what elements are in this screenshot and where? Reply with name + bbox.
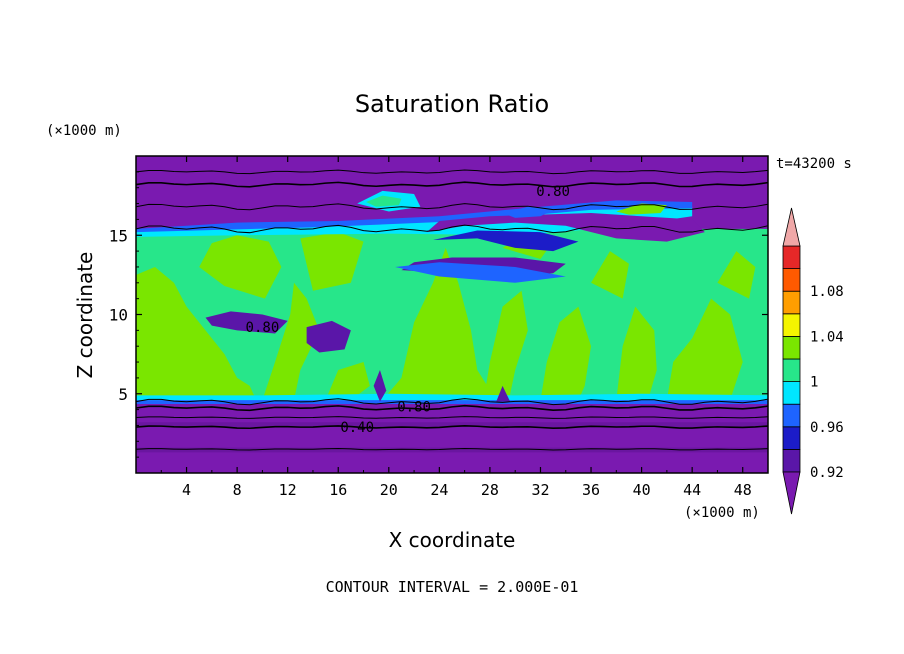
contour-lines — [136, 169, 768, 451]
lower-stripe — [136, 447, 768, 453]
y-tick-label: 10 — [109, 306, 128, 325]
colorbar-segment — [782, 358, 801, 383]
plume — [717, 251, 756, 299]
y-axis-label: Z coordinate — [73, 252, 97, 379]
plume — [591, 251, 629, 299]
colorbar-segment — [782, 245, 801, 270]
plume — [300, 232, 364, 291]
x-unit-label: (×1000 m) — [684, 505, 760, 521]
colorbar-segment — [782, 381, 801, 405]
x-tick-label: 36 — [582, 481, 600, 499]
y-axis: 5 10 15 — [109, 171, 768, 458]
saturation-field — [136, 156, 768, 473]
x-tick-label: 40 — [633, 481, 651, 499]
time-label: t=43200 s — [776, 156, 852, 172]
contour-0.40 — [136, 425, 768, 430]
x-tick-label: 32 — [531, 481, 549, 499]
dry-tongue-edge — [395, 262, 566, 283]
colorbar-segment — [782, 403, 801, 428]
colorbar-over-arrow — [782, 207, 801, 247]
dry-spike — [496, 385, 511, 402]
colorbar-segment — [782, 290, 801, 315]
x-tick-label: 28 — [481, 481, 499, 499]
plume — [136, 266, 257, 401]
chart-title: Saturation Ratio — [355, 90, 549, 118]
colorbar-tick-label: 1 — [810, 375, 818, 391]
contour-lower-thin-2 — [136, 447, 768, 451]
contour-label: 0.40 — [340, 420, 374, 436]
plume — [616, 306, 657, 401]
dry-spike — [373, 369, 387, 402]
contour-0.80-upper — [136, 181, 768, 188]
x-tick-label: 4 — [182, 481, 191, 499]
contour-label: 0.80 — [397, 399, 431, 415]
contour-labels: 0.80 0.80 0.40 0.80 — [246, 184, 570, 436]
colorbar-segment — [782, 313, 801, 337]
dry-intrusion-blue — [433, 230, 579, 252]
plume — [483, 290, 528, 401]
contour-upper-edge — [136, 203, 768, 211]
upper-moist-cell-right — [616, 203, 667, 215]
colorbar-tick-label: 0.92 — [810, 465, 844, 481]
colorbar-segment — [782, 268, 801, 292]
y-tick-label: 15 — [109, 226, 128, 245]
colorbar-tick-label: 1.08 — [810, 284, 844, 300]
contour-cloud-base — [136, 398, 768, 406]
x-tick-label: 24 — [430, 481, 448, 499]
x-tick-label: 20 — [380, 481, 398, 499]
x-tick-label: 8 — [233, 481, 242, 499]
upper-blue-cell — [502, 206, 554, 218]
contour-lower-thin — [136, 416, 768, 419]
contour-cloud-top — [136, 224, 768, 234]
lower-cyan-edge — [136, 393, 768, 402]
x-tick-label: 12 — [279, 481, 297, 499]
colorbar: 0.92 0.96 1 1.04 1.08 — [782, 207, 844, 515]
contour-0.80-lower — [136, 404, 768, 412]
dry-pocket-left — [205, 311, 288, 334]
x-tick-label: 44 — [683, 481, 701, 499]
colorbar-segment — [782, 426, 801, 450]
dry-intrusion-upper — [426, 213, 705, 242]
contour-label: 0.80 — [536, 184, 570, 200]
colorbar-under-arrow — [782, 471, 801, 515]
contour-label: 0.80 — [246, 320, 280, 336]
upper-moist-core — [366, 195, 402, 207]
x-axis-label: X coordinate — [389, 528, 516, 552]
colorbar-segment — [782, 335, 801, 360]
plume — [540, 306, 592, 401]
colorbar-tick-label: 0.96 — [810, 420, 844, 436]
colorbar-tick-label: 1.04 — [810, 329, 844, 345]
plume — [199, 235, 282, 299]
colorbar-segment — [782, 448, 801, 473]
y-unit-label: (×1000 m) — [46, 123, 122, 139]
dry-pocket-mid — [306, 320, 351, 353]
plume — [325, 362, 370, 401]
contour-interval-footer: CONTOUR INTERVAL = 2.000E-01 — [326, 578, 579, 596]
x-axis: 4 8 12 16 20 24 28 32 36 40 44 48 — [160, 156, 752, 499]
contour-upper-thin — [136, 169, 768, 175]
plume — [262, 282, 320, 401]
x-tick-label: 16 — [329, 481, 347, 499]
upper-blue-edge — [136, 200, 693, 233]
plume — [666, 298, 743, 401]
plume — [382, 247, 497, 401]
y-tick-label: 5 — [118, 385, 128, 404]
x-tick-label: 48 — [734, 481, 752, 499]
lower-stripe — [136, 422, 768, 428]
